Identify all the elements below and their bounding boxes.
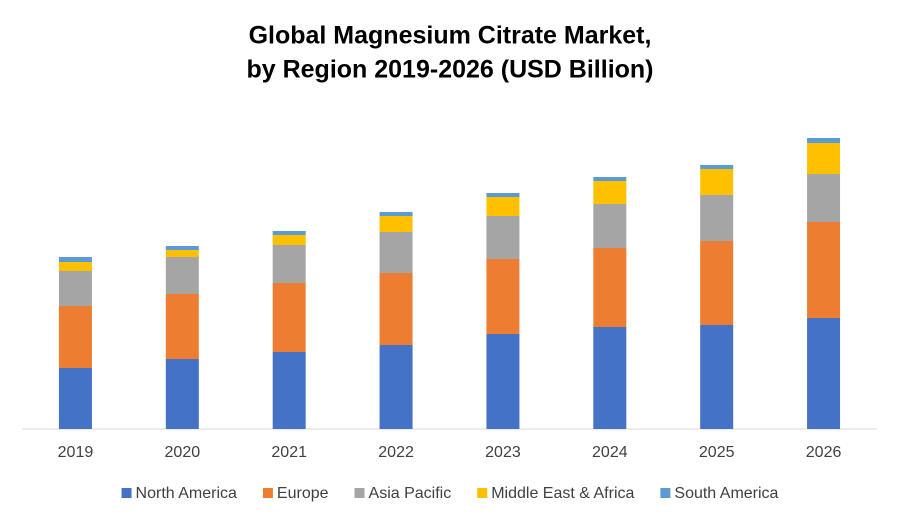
x-tick-label: 2023 [485, 444, 521, 461]
bar-segment [379, 232, 413, 273]
legend-marker [477, 488, 488, 498]
legend-marker [354, 488, 365, 498]
x-tick-label: 2019 [58, 444, 94, 461]
bar-segment [486, 259, 520, 334]
bar-segment [379, 345, 413, 429]
bar-segment [593, 181, 627, 204]
bar-segment [486, 216, 520, 259]
bar-segment [58, 271, 92, 306]
bar-segment [58, 368, 92, 429]
bar-segment [700, 165, 734, 169]
bar-segment [807, 318, 841, 429]
legend-marker [262, 488, 273, 498]
bar-segment [58, 306, 92, 368]
bar-segment [165, 250, 199, 257]
x-tick-label: 2022 [378, 444, 414, 461]
chart-title: by Region 2019-2026 (USD Billion) [246, 56, 653, 84]
bar-segment [700, 325, 734, 429]
legend-label: Middle East & Africa [491, 485, 634, 502]
bar-segment [486, 197, 520, 216]
legend-label: North America [136, 485, 237, 502]
bar-segment [379, 212, 413, 216]
bar-segment [272, 352, 306, 429]
bar-segment [807, 222, 841, 318]
bar-segment [272, 283, 306, 352]
bar-segment [165, 246, 199, 250]
x-tick-label: 2021 [271, 444, 307, 461]
chart-title: Global Magnesium Citrate Market, [249, 22, 652, 50]
legend-label: Europe [277, 485, 329, 502]
bar-segment [58, 257, 92, 262]
bar-segment [58, 262, 92, 271]
bar-segment [593, 204, 627, 248]
legend-label: Asia Pacific [369, 485, 452, 502]
bar-segment [593, 327, 627, 429]
bar-segment [165, 294, 199, 359]
bar-segment [272, 235, 306, 245]
bar-segment [700, 169, 734, 195]
bar-segment [486, 334, 520, 429]
legend-marker [660, 488, 671, 498]
bar-segment [272, 245, 306, 283]
bar-segment [165, 257, 199, 294]
x-tick-label: 2024 [592, 444, 628, 461]
bar-segment [272, 231, 306, 235]
bar-segment [807, 138, 841, 143]
x-tick-label: 2020 [165, 444, 201, 461]
x-tick-label: 2026 [806, 444, 842, 461]
legend-marker [121, 488, 132, 498]
bar-segment [700, 241, 734, 325]
x-tick-label: 2025 [699, 444, 735, 461]
bar-segment [807, 174, 841, 222]
bar-segment [593, 248, 627, 327]
bar-segment [700, 195, 734, 241]
bar-segment [165, 359, 199, 429]
bar-segment [379, 273, 413, 345]
bar-segment [593, 177, 627, 181]
bar-segment [807, 143, 841, 174]
bar-segment [379, 216, 413, 232]
legend-label: South America [674, 485, 778, 502]
bar-segment [486, 193, 520, 197]
